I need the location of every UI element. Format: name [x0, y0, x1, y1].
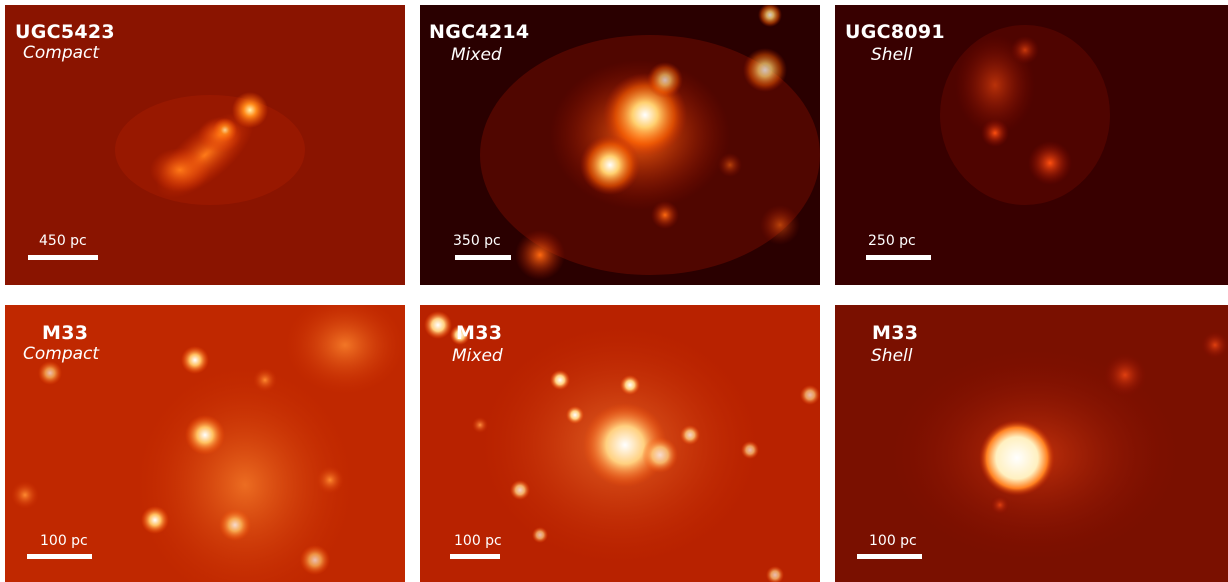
galaxy-name: M33: [456, 322, 503, 344]
image-panel-m33-mixed: M33 Mixed 100 pc: [420, 305, 820, 582]
galaxy-image: [835, 5, 1228, 285]
galaxy-image: [420, 305, 820, 582]
region-type: Shell: [871, 346, 913, 366]
scale-bar: [27, 554, 92, 559]
galaxy-image: [5, 5, 405, 285]
galaxy-name: NGC4214: [429, 21, 530, 43]
image-panel-ugc8091: UGC8091 Shell 250 pc: [835, 5, 1228, 285]
galaxy-image: [5, 305, 405, 582]
scale-bar: [450, 554, 500, 559]
scale-bar: [28, 255, 98, 260]
galaxy-name: M33: [872, 322, 919, 344]
image-panel-m33-compact: M33 Compact 100 pc: [5, 305, 405, 582]
region-type: Mixed: [452, 346, 503, 366]
scale-bar: [866, 255, 931, 260]
scale-label: 100 pc: [40, 533, 88, 549]
region-type: Shell: [871, 45, 913, 65]
image-panel-ugc5423: UGC5423 Compact 450 pc: [5, 5, 405, 285]
scale-label: 350 pc: [453, 233, 501, 249]
image-panel-m33-shell: M33 Shell 100 pc: [835, 305, 1228, 582]
scale-bar: [857, 554, 922, 559]
scale-label: 100 pc: [454, 533, 502, 549]
galaxy-image: [420, 5, 820, 285]
galaxy-name: UGC8091: [845, 21, 945, 43]
region-type: Compact: [23, 43, 100, 63]
galaxy-name: M33: [42, 322, 89, 344]
scale-label: 250 pc: [868, 233, 916, 249]
region-type: Compact: [23, 344, 100, 364]
region-type: Mixed: [451, 45, 502, 65]
galaxy-name: UGC5423: [15, 21, 115, 43]
galaxy-image: [835, 305, 1228, 582]
scale-label: 100 pc: [869, 533, 917, 549]
scale-label: 450 pc: [39, 233, 87, 249]
image-panel-ngc4214: NGC4214 Mixed 350 pc: [420, 5, 820, 285]
scale-bar: [455, 255, 511, 260]
